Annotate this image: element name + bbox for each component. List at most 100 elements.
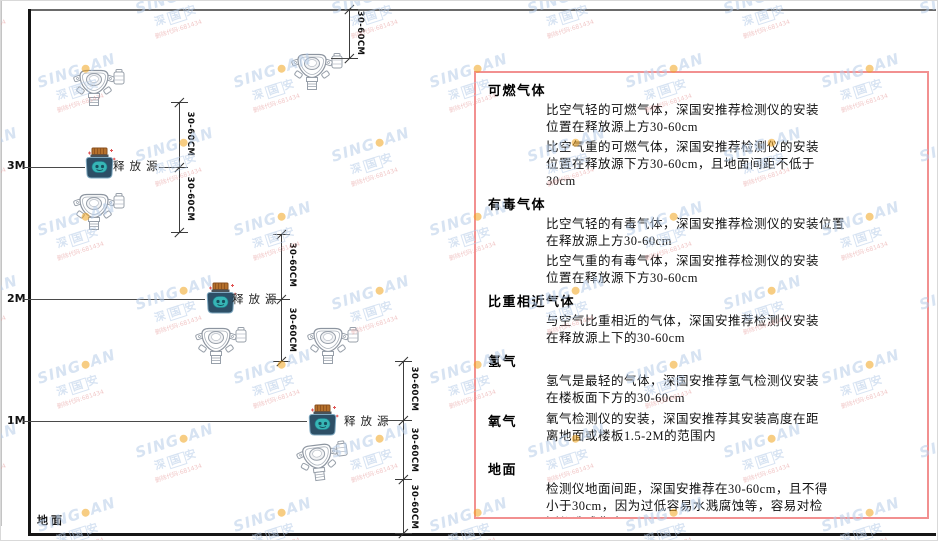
ground-line <box>28 533 936 536</box>
gas-detector-icon <box>73 192 125 231</box>
watermark-cjk: 深国安 <box>1 3 5 19</box>
dimension-label: 30-60CM <box>409 366 419 412</box>
watermark-code: 删除代码:681434 <box>154 18 203 41</box>
watermark-code: 删除代码:681434 <box>546 18 595 41</box>
gas-detector-icon <box>195 326 247 365</box>
dimension-label: 30-60CM <box>287 307 297 353</box>
section-paragraph: 比空气重的有毒气体，深国安推荐检测仪的安装 位置在释放源下方30-60cm <box>546 254 820 285</box>
dimension-line <box>349 9 351 58</box>
dimension-label: 30-60CM <box>355 10 365 56</box>
watermark-code: 删除代码:681434 <box>840 516 937 540</box>
watermark-code: 删除代码:681434 <box>350 18 399 41</box>
release-source-label: 释放源 <box>113 161 163 173</box>
info-panel: 可燃气体 比空气轻的可燃气体，深国安推荐检测仪的安装 位置在释放源上方30-60… <box>474 71 929 519</box>
watermark-cjk: 深国安 <box>153 151 201 177</box>
connector-line <box>267 299 281 300</box>
watermark-code: 删除代码:681434 <box>154 462 203 485</box>
ceiling-line <box>28 9 936 11</box>
watermark-dot-icon <box>178 285 189 296</box>
watermark-cjk: 深国安 <box>349 447 397 473</box>
release-source-icon <box>85 147 116 179</box>
dimension-label: 30-60CM <box>409 484 419 530</box>
watermark-dot-icon <box>374 285 385 296</box>
release-source-label: 释放源 <box>344 416 394 428</box>
right-edge-line <box>1 1 2 526</box>
section-paragraph: 检测仪地面间距，深国安推荐在30-60cm，且不得 小于30cm，因为过低容易水… <box>546 482 828 517</box>
watermark-code: 删除代码:681434 <box>252 240 301 263</box>
release-source-icon <box>308 404 339 436</box>
watermark-cjk: 深国安 <box>55 373 103 399</box>
gas-detector-icon <box>291 52 343 91</box>
section-paragraph: 氧气检测仪的安装，深国安推荐其安装高度在距 离地面或楼板1.5-2M的范围内 <box>546 412 820 443</box>
section-paragraph: 比空气轻的可燃气体，深国安推荐检测仪的安装 位置在释放源上方30-60cm <box>546 103 820 134</box>
watermark-dot-icon <box>276 507 287 518</box>
section-paragraph: 比空气重的可燃气体，深国安推荐检测仪的安装 位置在释放源下方30-60cm，且地… <box>546 140 820 188</box>
section-heading-similar-density: 比重相近气体 <box>488 294 576 309</box>
watermark-dot-icon <box>374 433 385 444</box>
watermark-code: 删除代码:681434 <box>350 314 399 337</box>
watermark-cjk: 深国安 <box>251 225 299 251</box>
level-line-3m <box>23 167 85 168</box>
watermark-code: 删除代码:681434 <box>644 516 751 540</box>
connector-line <box>331 58 349 59</box>
watermark-dot-icon <box>178 433 189 444</box>
watermark-cjk: 深国安 <box>349 151 397 177</box>
watermark-code: 删除代码:681434 <box>56 516 163 540</box>
section-heading-toxic: 有毒气体 <box>488 197 547 212</box>
section-heading-combustible: 可燃气体 <box>488 83 547 98</box>
level-line-2m <box>23 299 205 300</box>
watermark-cjk: 深国安 <box>349 299 397 325</box>
watermark-cjk: 深国安 <box>545 3 593 29</box>
watermark-cjk: 深国安 <box>153 447 201 473</box>
wall-line <box>28 9 31 536</box>
gas-detector-icon <box>307 326 359 365</box>
release-source-label: 释放源 <box>232 294 282 306</box>
watermark-dot-icon <box>276 211 287 222</box>
section-paragraph: 与空气比重相近的气体，深国安推荐检测仪安装 在释放源上下的30-60cm <box>546 314 820 345</box>
watermark-code: 删除代码:681434 <box>1 462 7 485</box>
dimension-label: 30-60CM <box>287 242 297 288</box>
watermark-code: 删除代码:681434 <box>742 18 791 41</box>
watermark-cjk: 深国安 <box>153 3 201 29</box>
section-paragraph: 氢气是最轻的气体，深国安推荐氢气检测仪安装 在楼板面下方的30-60cm <box>546 374 820 405</box>
ground-label: 地面 <box>37 515 65 527</box>
section-heading-ground: 地面 <box>488 462 518 477</box>
watermark-dot-icon <box>80 507 91 518</box>
level-label-2m: 2M <box>7 292 26 305</box>
watermark-cjk: 深国安 <box>741 3 789 29</box>
dimension-label: 30-60CM <box>185 111 195 157</box>
gas-detector-icon <box>294 439 351 484</box>
level-label-3m: 3M <box>7 159 26 172</box>
section-heading-oxygen: 氧气 <box>488 414 518 429</box>
section-oxygen: 氧气 氧气检测仪的安装，深国安推荐其安装高度在距 离地面或楼板1.5-2M的范围… <box>488 411 915 445</box>
watermark-dot-icon <box>80 359 91 370</box>
watermark-code: 删除代码:681434 <box>350 166 399 189</box>
section-heading-hydrogen: 氢气 <box>488 354 518 369</box>
level-label-1m: 1M <box>7 414 26 427</box>
connector-line <box>384 420 403 421</box>
dimension-label: 30-60CM <box>185 176 195 222</box>
watermark-code: 删除代码:681434 <box>1 18 7 41</box>
watermark-code: 删除代码:681434 <box>56 388 105 411</box>
dimension-label: 30-60CM <box>409 427 419 473</box>
dimension-line <box>403 361 405 534</box>
watermark-code: 删除代码:681434 <box>448 516 555 540</box>
watermark-dot-icon <box>374 137 385 148</box>
level-line-1m <box>23 421 307 422</box>
